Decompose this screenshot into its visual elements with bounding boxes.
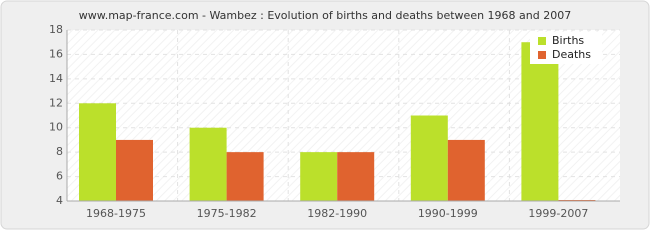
chart-title: www.map-france.com - Wambez : Evolution … <box>79 9 572 22</box>
y-tick-label: 14 <box>49 72 63 85</box>
bar <box>116 139 153 201</box>
bar <box>521 42 559 201</box>
y-tick-label: 16 <box>49 47 63 60</box>
x-tick-label: 1990-1999 <box>418 207 478 220</box>
x-tick-label: 1975-1982 <box>197 207 257 220</box>
legend-swatch <box>538 51 546 59</box>
legend-label: Deaths <box>552 48 591 61</box>
legend-label: Births <box>552 34 584 47</box>
x-tick-label: 1999-2007 <box>528 207 588 220</box>
y-tick-label: 18 <box>49 23 63 36</box>
bar <box>337 152 375 201</box>
page: {"chart_data": {"type": "bar", "title": … <box>0 0 650 230</box>
y-tick-label: 6 <box>56 170 63 183</box>
x-tick-label: 1982-1990 <box>307 207 367 220</box>
y-tick-label: 8 <box>56 145 63 158</box>
y-tick-label: 10 <box>49 121 63 134</box>
chart: www.map-france.com - Wambez : Evolution … <box>0 0 650 230</box>
bar <box>189 127 227 201</box>
bar <box>226 152 264 201</box>
bar <box>447 139 485 201</box>
bar <box>410 115 448 201</box>
bar <box>300 152 338 201</box>
y-tick-label: 4 <box>56 194 63 207</box>
legend-swatch <box>538 37 546 45</box>
bar <box>79 103 116 201</box>
y-tick-label: 12 <box>49 96 63 109</box>
x-tick-label: 1968-1975 <box>86 207 146 220</box>
